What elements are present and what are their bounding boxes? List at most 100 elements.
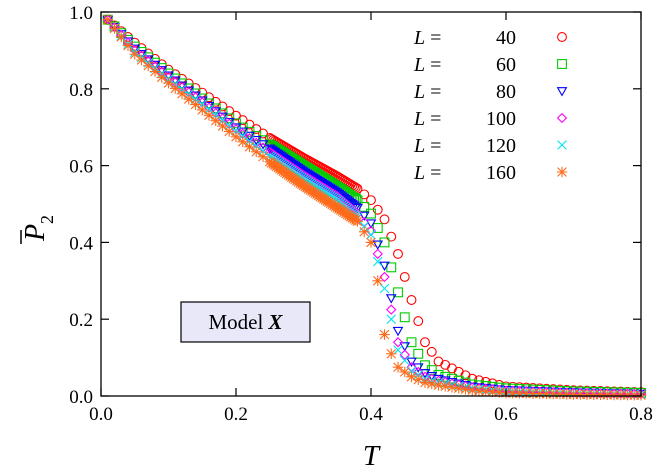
data-point: [250, 146, 262, 158]
data-point: [426, 378, 438, 390]
data-point: [601, 389, 613, 401]
data-point: [386, 262, 397, 273]
y-tick-label: 0.6: [69, 157, 93, 178]
data-point: [197, 93, 208, 104]
data-point: [393, 345, 403, 355]
data-point: [190, 88, 201, 99]
model-annotation: Model X: [180, 301, 311, 343]
data-point: [561, 389, 573, 400]
data-point: [379, 237, 390, 248]
data-point: [359, 201, 370, 212]
data-point: [608, 389, 620, 401]
x-tick-label: 0.2: [224, 404, 248, 425]
data-point: [446, 381, 458, 393]
data-point: [386, 231, 397, 242]
data-point: [419, 369, 431, 379]
data-point: [392, 361, 404, 373]
y-axis-title: P2: [20, 215, 57, 244]
data-point: [399, 342, 411, 352]
data-point: [196, 104, 208, 116]
data-point: [379, 329, 390, 340]
data-point: [177, 78, 187, 89]
data-point: [223, 126, 235, 137]
data-point: [412, 374, 424, 385]
data-point: [466, 384, 478, 396]
data-point: [190, 99, 201, 110]
legend-marker: [557, 59, 567, 69]
data-point: [372, 248, 383, 260]
data-point: [527, 388, 539, 399]
data-point: [237, 136, 249, 148]
legend-marker: [556, 87, 568, 97]
legend-equals: =: [425, 162, 441, 184]
legend-equals: =: [425, 81, 441, 103]
data-markers: [102, 14, 647, 401]
data-point: [520, 388, 532, 399]
data-point: [413, 316, 424, 327]
data-point: [251, 124, 262, 134]
data-point: [453, 382, 465, 394]
data-point: [115, 31, 127, 43]
data-point: [399, 366, 411, 378]
x-axis-title: T: [363, 440, 381, 470]
data-point: [372, 204, 383, 215]
data-point: [217, 112, 228, 122]
y-tick-label: 0.2: [69, 310, 93, 331]
data-point: [163, 77, 174, 89]
data-point: [156, 72, 168, 83]
data-point: [237, 115, 248, 126]
y-tick-label: 0.8: [69, 80, 93, 101]
data-point: [169, 76, 181, 86]
data-point: [534, 388, 546, 399]
data-point: [393, 287, 403, 298]
data-point: [568, 389, 579, 400]
data-point: [588, 389, 600, 400]
data-point: [176, 81, 188, 91]
data-point: [210, 115, 222, 126]
tick-labels: 0.0 0.2 0.4 0.6 0.8 0.0 0.2 0.4 0.6 0.8 1.0: [69, 3, 653, 425]
data-point: [149, 60, 161, 71]
data-point: [420, 337, 430, 348]
data-point: [439, 380, 451, 392]
data-point: [372, 256, 383, 267]
legend-prefix: L: [413, 54, 425, 76]
data-point: [426, 346, 437, 357]
data-point: [217, 101, 228, 112]
legend-equals: =: [425, 27, 441, 49]
legend-prefix: L: [413, 108, 425, 130]
data-point: [385, 294, 397, 304]
data-point: [392, 326, 404, 337]
data-point: [358, 226, 370, 238]
data-point: [622, 389, 633, 401]
legend-equals: =: [425, 54, 441, 76]
data-point: [615, 389, 627, 401]
data-point: [379, 261, 390, 271]
data-point: [628, 389, 640, 401]
legend-entry-80: L = 80: [413, 81, 568, 103]
y-axis-title-main: P: [20, 224, 51, 242]
x-tick-label: 0.8: [629, 404, 653, 425]
data-point: [129, 44, 141, 54]
data-point: [406, 295, 417, 305]
legend-equals: =: [425, 108, 441, 130]
legend-entry-120: L = 120: [413, 135, 567, 157]
data-point: [257, 151, 269, 163]
data-point: [379, 214, 390, 225]
data-point: [447, 363, 457, 374]
svg-text:Model X: Model X: [208, 310, 283, 334]
legend-label: 40: [496, 27, 516, 49]
data-point: [156, 66, 168, 76]
data-point: [230, 131, 242, 143]
svg-text:L =: L =: [413, 108, 441, 130]
svg-text:P2: P2: [20, 215, 57, 242]
data-point: [358, 211, 370, 222]
data-point: [406, 371, 417, 383]
x-tick-label: 0.6: [494, 404, 518, 425]
data-point: [122, 40, 134, 51]
data-point: [170, 73, 181, 84]
data-point: [217, 120, 228, 132]
data-point: [366, 195, 376, 206]
svg-text:L =: L =: [413, 162, 441, 184]
data-point: [372, 240, 384, 250]
